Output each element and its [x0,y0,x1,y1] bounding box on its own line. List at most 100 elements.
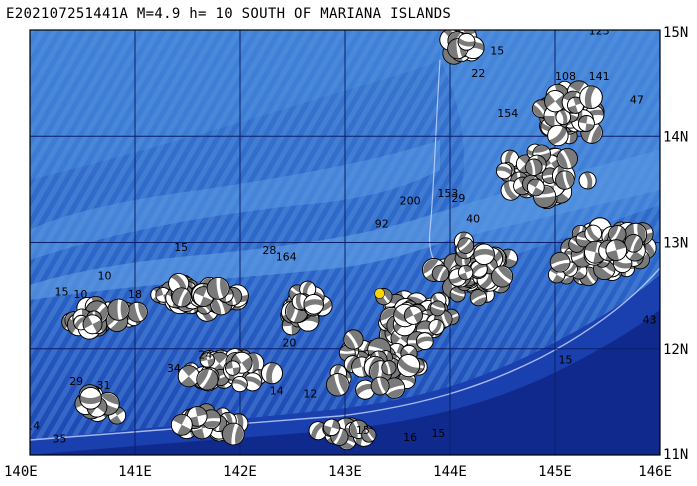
mechanism-number-label: 18 [128,288,142,301]
focal-mechanism-beachball [326,373,350,397]
focal-mechanism-beachball [415,332,434,350]
mechanism-number-label: 141 [589,70,610,83]
mechanism-number-label: 15 [490,44,504,57]
epicenter-marker [374,288,385,299]
mechanism-number-label: 153 [437,187,458,200]
focal-mechanism-beachball [308,421,328,441]
focal-mechanism-beachball [231,376,248,393]
focal-mechanism-beachball [225,360,241,376]
mechanism-number-label: 15 [55,286,69,299]
mechanism-number-label: 47 [630,93,644,106]
focal-mechanism-beachball [79,387,102,410]
focal-mechanism-beachball [206,276,230,300]
mechanism-number-label: 108 [555,70,576,83]
mechanism-number-label: 164 [276,251,297,264]
lon-label: 143E [328,464,362,480]
focal-mechanism-beachball [556,147,578,170]
mechanism-number-label: 43 [643,313,657,326]
focal-mechanism-beachball [555,109,571,125]
mechanism-number-label: 28 [262,244,276,257]
lon-label: 146E [638,464,672,480]
focal-mechanism-beachball [578,171,597,190]
lon-label: 141E [118,464,152,480]
focal-mechanism-beachball [431,264,450,283]
mechanism-number-label: 10 [98,270,112,283]
lat-label: 12N [663,342,688,358]
mechanism-number-label: 16 [403,431,417,444]
lat-label: 13N [663,236,688,252]
focal-mechanism-beachball [370,376,390,396]
latitude-axis-labels: 15N 14N 13N 12N 11N [663,25,688,463]
mechanism-number-label: 40 [466,212,480,225]
focal-mechanism-beachball [584,224,602,243]
focal-mechanism-layer [61,30,657,451]
focal-mechanism-beachball [491,265,514,288]
focal-mechanism-beachball [403,305,423,325]
focal-mechanism-beachball [397,354,421,378]
focal-mechanism-beachball [107,298,130,321]
mechanism-number-label: 34 [167,362,181,375]
lat-label: 15N [663,25,688,41]
focal-mechanism-beachball [193,286,214,307]
focal-mechanism-beachball [469,289,487,307]
mechanism-number-label: 29 [451,192,465,205]
focal-mechanism-beachball [303,294,324,315]
longitude-axis-labels: 140E 141E 142E 143E 144E 145E 146E [4,464,672,480]
focal-mechanism-beachball [381,360,397,376]
focal-mechanism-beachball [555,170,575,190]
mechanism-number-label: 15 [356,424,370,437]
mechanism-number-label: 15 [174,241,188,254]
mechanism-number-label: 35 [52,432,66,445]
focal-mechanism-beachball [343,329,364,350]
mechanism-number-label: 92 [375,218,389,231]
focal-mechanism-beachball [222,422,245,446]
mechanism-number-label: 15 [431,427,445,440]
focal-mechanism-beachball [261,362,283,385]
focal-mechanism-beachball [322,418,341,437]
focal-mechanism-beachball [526,178,545,197]
mechanism-number-label: 14 [26,420,40,433]
mechanism-number-label: 200 [400,194,421,207]
mechanism-number-label: 29 [69,375,83,388]
focal-mechanism-beachball [177,365,200,388]
mechanism-number-label: 14 [270,384,284,397]
lat-label: 14N [663,129,688,145]
focal-mechanism-beachball [171,287,192,308]
focal-mechanism-beachball [196,368,219,391]
focal-mechanism-beachball [579,85,603,109]
focal-mechanism-beachball [199,352,215,368]
focal-mechanism-beachball [457,264,474,281]
focal-mechanism-beachball [457,237,474,254]
mechanism-number-label: 12 [303,388,317,401]
mechanism-number-label: 10 [73,288,87,301]
focal-mechanism-beachball [608,225,627,244]
focal-mechanism-beachball [547,124,569,147]
map-title: E202107251441A M=4.9 h= 10 SOUTH OF MARI… [6,6,452,22]
mechanism-number-label: 15 [559,354,573,367]
focal-mechanism-beachball [429,300,446,317]
mechanism-number-label: 22 [471,67,485,80]
focal-mechanism-beachball [473,243,495,266]
lon-label: 140E [4,464,38,480]
focal-mechanism-beachball [577,115,595,132]
mechanism-number-label: 31 [97,379,111,392]
focal-mechanism-beachball [355,379,376,400]
focal-mechanism-beachball [457,32,476,51]
focal-mechanism-beachball [624,234,643,253]
focal-mechanism-beachball [170,413,193,436]
focal-mechanism-beachball [495,162,513,180]
mechanism-number-label: 20 [282,337,296,350]
mechanism-number-label: 154 [497,107,518,120]
focal-mechanism-beachball [82,314,103,335]
focal-mechanism-beachball [243,372,263,392]
map-frame [29,29,661,456]
mechanism-label-layer: 123 108 141 47 22 15 154 153 200 29 92 40 28 164 15 10 1… [26,30,657,445]
focal-mechanism-beachball [127,301,148,323]
focal-mechanism-beachball [549,251,571,273]
mechanism-number-label: 24 [198,348,212,361]
focal-mechanism-beachball [605,239,628,261]
focal-mechanism-beachball [361,427,377,443]
lon-label: 144E [433,464,467,480]
